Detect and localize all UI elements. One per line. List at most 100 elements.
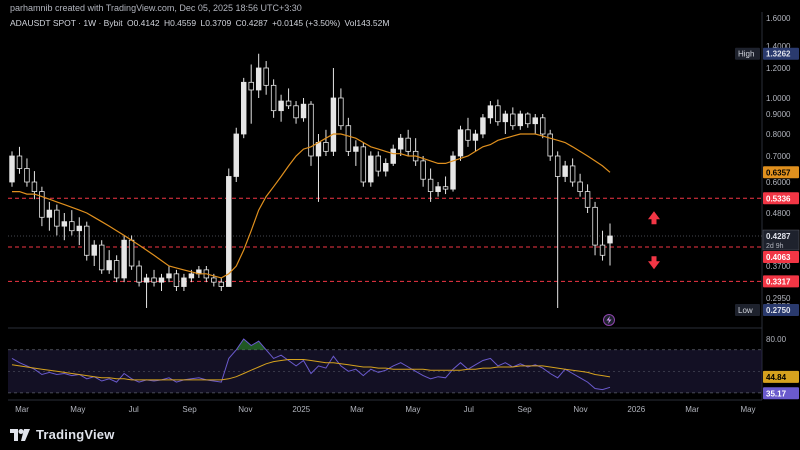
candle-45 (345, 117, 352, 156)
candle-body (106, 260, 112, 271)
time-axis-label: Nov (573, 405, 587, 414)
candle-0 (9, 151, 15, 187)
candle-body (113, 260, 120, 279)
time-axis-label: Jul (464, 405, 474, 414)
low-badge: 0.2750 Low (735, 303, 799, 316)
candle-70 (532, 114, 538, 134)
high-badge: 1.3262 High (735, 47, 799, 60)
price-tick-label: 1.2000 (766, 64, 791, 73)
candle-58 (442, 176, 449, 195)
high-badge-tag-bg (735, 47, 760, 60)
chart-credit: parhamnib created with TradingView.com, … (10, 3, 302, 13)
time-axis-label: May (70, 405, 85, 414)
time-axis-label: 2026 (627, 405, 645, 414)
candle-47 (360, 142, 367, 187)
candle-60 (457, 125, 464, 161)
res1-badge: 0.5336 (763, 192, 799, 205)
candle-5 (46, 201, 53, 231)
candle-body (248, 81, 254, 91)
candle-body (173, 273, 180, 287)
price-tick-label: 0.6000 (766, 178, 791, 187)
candle-body (390, 148, 396, 164)
res1-badge-bg (763, 192, 799, 205)
candle-body (338, 97, 344, 127)
candle-55 (420, 156, 426, 187)
candle-body (405, 137, 411, 152)
candle-1 (16, 146, 23, 174)
current-price-bg (762, 229, 800, 251)
candle-66 (502, 110, 509, 134)
candle-body (330, 97, 337, 152)
candle-62 (472, 129, 479, 152)
candle-body (420, 160, 426, 180)
candle-76 (577, 173, 583, 197)
candle-4 (39, 186, 45, 227)
candle-8 (69, 210, 75, 236)
candle-72 (547, 129, 553, 161)
candle-17 (136, 260, 142, 287)
volume-value: Vol143.52M (344, 18, 390, 28)
candle-body (263, 67, 269, 86)
candle-body (383, 162, 389, 172)
rsi-badge: 35.17 (763, 387, 799, 400)
price-tick-label: 0.7000 (766, 152, 791, 161)
candle-body (368, 155, 374, 183)
candle-2 (24, 158, 30, 187)
candle-body (211, 277, 217, 283)
candle-50 (383, 158, 389, 177)
low-badge-bg (763, 303, 799, 316)
sup-badge-value: 0.3317 (766, 277, 791, 286)
candle-body (128, 239, 135, 267)
candle-14 (113, 255, 120, 283)
candle-body (270, 84, 277, 112)
candle-59 (450, 151, 456, 192)
candle-body (480, 117, 486, 135)
candle-63 (480, 114, 486, 139)
candle-body (442, 186, 449, 190)
moving-average-line (12, 133, 611, 279)
candle-34 (263, 61, 269, 95)
time-axis-label: May (405, 405, 420, 414)
rsi-ma-badge-value: 44.84 (766, 373, 787, 382)
candle-body (166, 273, 172, 279)
high-badge-tag: High (738, 50, 754, 59)
res2-badge-bg (763, 250, 799, 263)
candle-10 (84, 221, 90, 261)
candle-51 (390, 144, 396, 166)
candle-body (569, 165, 576, 183)
time-axis-label: 2025 (292, 405, 310, 414)
candle-body (599, 244, 606, 256)
rsi-line (11, 338, 611, 391)
candle-64 (487, 101, 494, 124)
res2-badge: 0.4063 (763, 250, 799, 263)
time-axis-label: Mar (685, 405, 699, 414)
candle-49 (375, 151, 381, 177)
candle-12 (98, 240, 105, 274)
candle-body (293, 105, 299, 119)
price-tick-label: 0.2950 (766, 294, 791, 303)
candle-37 (285, 88, 292, 110)
candle-body (532, 117, 538, 125)
candle-body (554, 155, 561, 177)
candle-79 (599, 230, 606, 261)
candle-74 (562, 160, 568, 182)
rsi-badge-bg (763, 387, 799, 400)
candle-body (181, 277, 187, 287)
candle-body (457, 129, 464, 157)
rsi-ma-badge-bg (763, 370, 799, 383)
price-tick-label: 0.8000 (766, 130, 791, 139)
price-tick-label: 0.4800 (766, 209, 791, 218)
tradingview-brand[interactable]: TradingView (10, 427, 115, 442)
high-badge-bg (763, 47, 799, 60)
candle-body (226, 176, 232, 287)
price-tick-label: 1.4000 (766, 42, 791, 51)
sup-badge: 0.3317 (763, 275, 799, 288)
candle-7 (61, 213, 68, 241)
candle-78 (592, 201, 598, 256)
candle-body (69, 221, 75, 232)
current-price-value: 0.4287 (766, 232, 791, 241)
low-badge-value: 0.2750 (766, 306, 791, 315)
symbol-name[interactable]: ADAUSDT SPOT · 1W · Bybit (10, 18, 123, 28)
